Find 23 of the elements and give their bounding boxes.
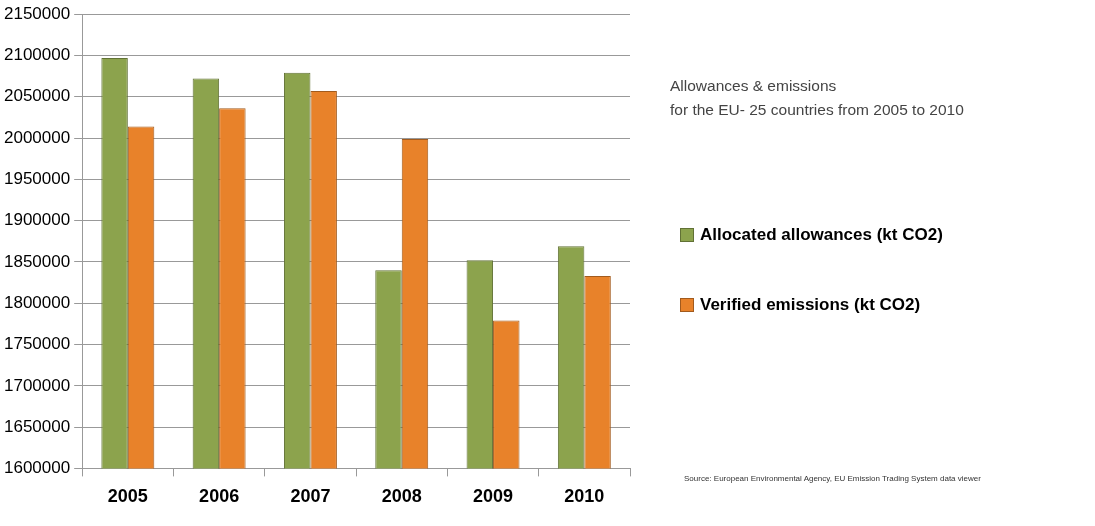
y-tick-label: 1800000	[3, 292, 71, 312]
y-tick-label: 2100000	[3, 45, 71, 65]
text: for the EU- 25 countries from 2005 to 2010	[670, 100, 964, 120]
y-tick-label: 2150000	[3, 3, 71, 23]
x-tick-label: 2008	[381, 486, 422, 507]
legend-label: Allocated allowances (kt CO2)	[700, 225, 943, 245]
x-tick-label: 2010	[564, 486, 605, 507]
y-tick-label: 2050000	[3, 86, 71, 106]
y-tick-label: 1900000	[3, 210, 71, 230]
legend-label: Verified emissions (kt CO2)	[700, 295, 921, 315]
x-tick-label: 2005	[107, 486, 148, 507]
y-tick-label: 1700000	[3, 375, 71, 395]
source-note: Source: European Environmental Agency, EU Emission Trading System data viewer	[684, 474, 981, 483]
x-tick-label: 2007	[290, 486, 331, 507]
x-tick-label: 2006	[199, 486, 240, 507]
y-tick-label: 1950000	[3, 169, 71, 189]
x-tick-label: 2009	[473, 486, 514, 507]
y-tick-label: 1750000	[3, 334, 71, 354]
y-tick-label: 1850000	[3, 251, 71, 271]
y-tick-label: 1650000	[3, 416, 71, 436]
text: Allowances & emissions	[670, 76, 838, 96]
y-tick-label: 2000000	[3, 127, 71, 147]
y-tick-label: 1600000	[3, 458, 71, 478]
